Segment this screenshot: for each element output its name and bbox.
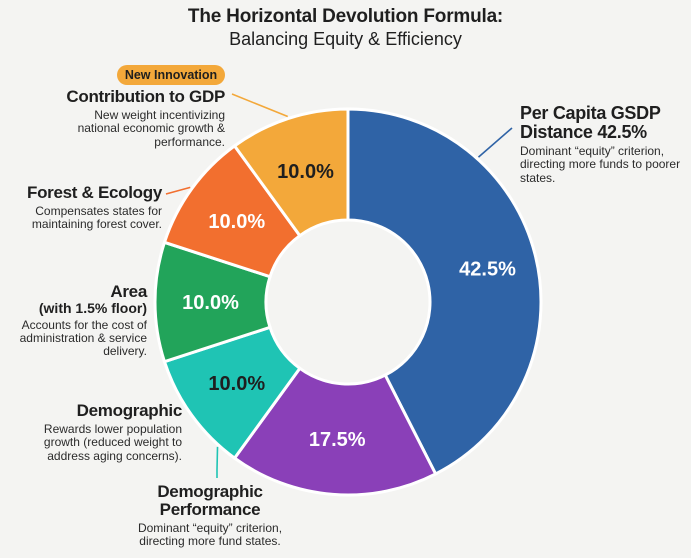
value-label-gdp: 10.0% <box>277 161 334 183</box>
label-demographic-title: Demographic <box>76 401 183 420</box>
leader-line-gdp <box>231 93 289 118</box>
leader-line-gsdp <box>477 127 513 158</box>
label-gsdp-title: Per Capita GSDP Distance 42.5% <box>520 103 661 142</box>
new-innovation-badge: New Innovation <box>117 65 225 85</box>
chart-heading: The Horizontal Devolution Formula: Balan… <box>0 6 691 50</box>
slice-demperf <box>232 366 438 497</box>
label-gsdp-desc: Dominant “equity” criterion, directing m… <box>520 143 681 185</box>
label-gdp-title: Contribution to GDP <box>66 87 225 106</box>
label-gdp: Contribution to GDP New weight incentivi… <box>20 88 225 149</box>
slice-gsdp <box>346 107 543 476</box>
label-area: Area (with 1.5% floor) Accounts for the … <box>10 282 148 359</box>
label-forest-desc: Compensates states for maintaining fores… <box>31 203 162 232</box>
label-forest: Forest & Ecology Compensates states for … <box>10 184 162 232</box>
label-area-title: Area <box>110 282 147 301</box>
value-label-forest: 10.0% <box>208 211 265 233</box>
value-label-demperf: 17.5% <box>309 429 366 451</box>
value-label-gsdp: 42.5% <box>459 259 516 281</box>
label-forest-title: Forest & Ecology <box>26 183 162 202</box>
leader-lines <box>165 93 513 478</box>
chart-title: The Horizontal Devolution Formula: <box>187 6 504 27</box>
label-area-desc: Accounts for the cost of administration … <box>19 317 147 359</box>
donut-slices <box>153 107 543 497</box>
value-label-area: 10.0% <box>182 292 239 314</box>
label-gsdp: Per Capita GSDP Distance 42.5% Dominant … <box>520 104 685 185</box>
leader-line-forest <box>165 186 191 195</box>
label-demographic: Demographic Rewards lower population gro… <box>10 402 182 463</box>
leader-line-demographic <box>216 446 219 478</box>
slice-gdp <box>232 107 350 238</box>
value-labels: 42.5% 17.5% 10.0% 10.0% 10.0% 10.0% <box>182 161 516 451</box>
chart-subtitle: Balancing Equity & Efficiency <box>229 29 462 49</box>
label-demperf-title: Demographic Performance <box>157 482 263 519</box>
value-label-demographic: 10.0% <box>208 373 265 395</box>
label-area-sublabel: (with 1.5% floor) <box>38 299 147 316</box>
label-demperf: Demographic Performance Dominant “equity… <box>120 483 300 549</box>
label-demographic-desc: Rewards lower population growth (reduced… <box>43 421 182 463</box>
label-demperf-desc: Dominant “equity” criterion, directing m… <box>137 520 283 549</box>
label-gdp-desc: New weight incentivizing national econom… <box>77 107 225 149</box>
